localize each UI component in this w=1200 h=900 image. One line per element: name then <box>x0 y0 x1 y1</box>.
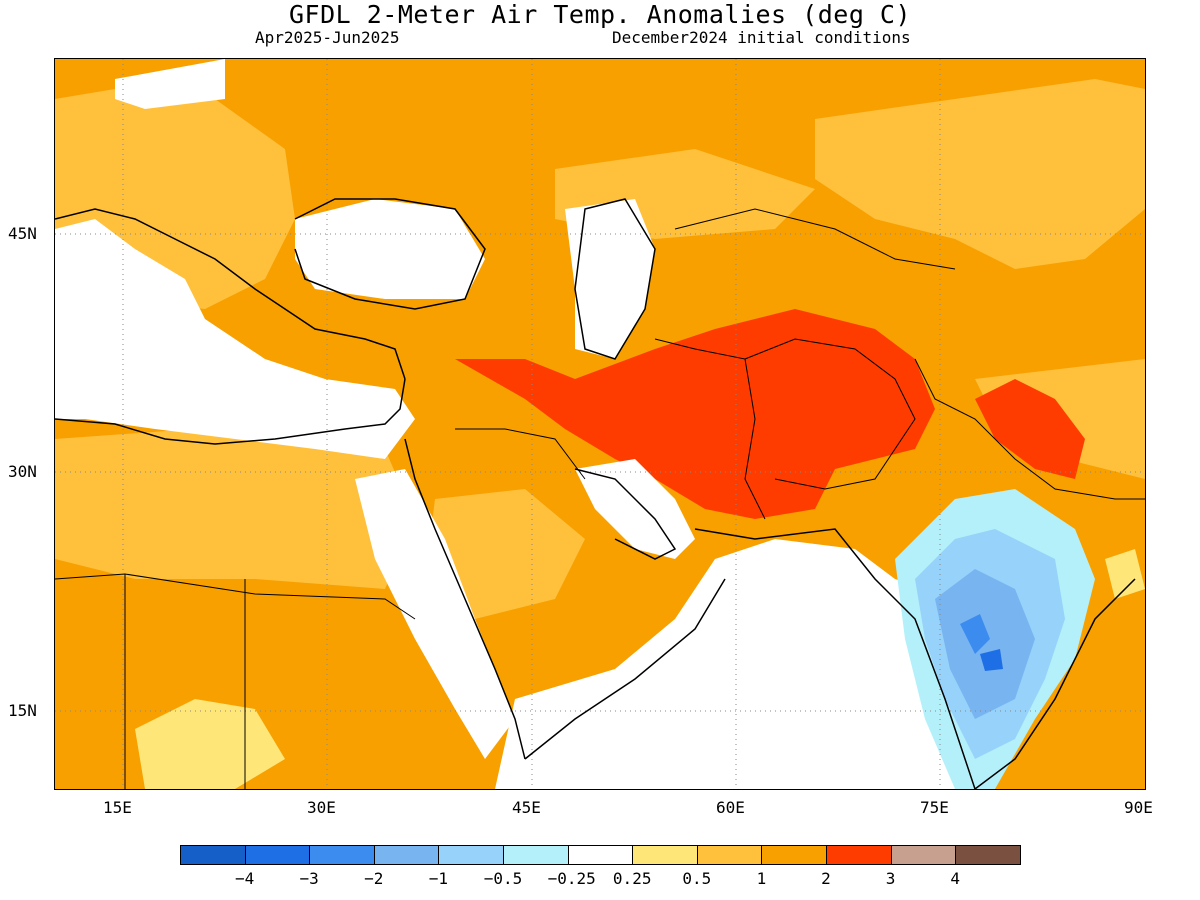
lat-label-15n: 15N <box>8 701 37 720</box>
lon-label-60e: 60E <box>716 798 745 817</box>
anomaly-region-sahara-light <box>55 429 415 589</box>
anomaly-region-redsea-white <box>355 469 515 759</box>
colorbar-swatch <box>890 845 957 865</box>
anomaly-region-arabia-light <box>425 489 585 619</box>
lat-label-30n: 30N <box>8 462 37 481</box>
colorbar-swatch <box>955 845 1021 865</box>
colorbar-tick-label: −2 <box>364 869 384 888</box>
colorbar-swatch <box>696 845 763 865</box>
anomaly-region-north-europe-white <box>115 59 225 109</box>
anomaly-region-siberia-light <box>815 79 1145 269</box>
anomaly-region-india-deepblue <box>980 649 1003 671</box>
anomaly-region-bengal-pale <box>1105 549 1145 599</box>
political-borders <box>55 208 1145 789</box>
colorbar-tick-label: 4 <box>950 869 960 888</box>
colorbar-swatch <box>438 845 504 865</box>
map-panel <box>54 58 1146 790</box>
anomaly-region-arabiansea-white <box>495 539 955 789</box>
anomaly-region-blacksea-white <box>295 199 485 299</box>
colorbar-swatch <box>373 845 440 865</box>
anomaly-map <box>55 59 1145 789</box>
colorbar-swatch <box>761 845 827 865</box>
colorbar-swatch <box>567 845 634 865</box>
colorbar-swatch <box>180 845 246 865</box>
anomaly-region-sudan-pale <box>135 699 285 789</box>
colorbar-swatch <box>309 845 375 865</box>
lon-label-90e: 90E <box>1124 798 1153 817</box>
lon-label-75e: 75E <box>920 798 949 817</box>
coastlines <box>55 198 1136 789</box>
colorbar-swatch <box>244 845 311 865</box>
lon-label-30e: 30E <box>307 798 336 817</box>
map-gridlines <box>55 59 1145 789</box>
colorbar-tick-label: −0.5 <box>483 869 523 888</box>
anomaly-region-iran-red <box>455 309 935 519</box>
period-label: Apr2025-Jun2025 <box>255 28 400 47</box>
anomaly-region-india-blue <box>960 614 990 654</box>
colorbar-tick-label: 1 <box>756 869 767 888</box>
anomaly-region-mediterranean-white <box>55 219 415 459</box>
lon-label-45e: 45E <box>512 798 541 817</box>
lon-label-15e: 15E <box>103 798 132 817</box>
initial-conditions-label: December2024 initial conditions <box>612 28 911 47</box>
colorbar-tick-label: 3 <box>885 869 896 888</box>
colorbar-swatch <box>826 845 892 865</box>
colorbar-swatch <box>503 845 569 865</box>
colorbar-tick-label: −3 <box>299 869 319 888</box>
colorbar-tick-label: −0.25 <box>547 869 596 888</box>
map-title: GFDL 2-Meter Air Temp. Anomalies (deg C) <box>288 0 912 29</box>
lat-label-45n: 45N <box>8 224 37 243</box>
colorbar-tick-label: 0.25 <box>612 869 652 888</box>
anomaly-region-caspian-white <box>565 199 655 359</box>
anomaly-region-himalaya-red <box>975 379 1085 479</box>
colorbar-tick-label: −1 <box>428 869 449 888</box>
colorbar-swatch <box>632 845 698 865</box>
colorbar-tick-label: −4 <box>234 869 255 888</box>
colorbar-tick-label: 0.5 <box>682 869 712 888</box>
colorbar-tick-label: 2 <box>821 869 831 888</box>
